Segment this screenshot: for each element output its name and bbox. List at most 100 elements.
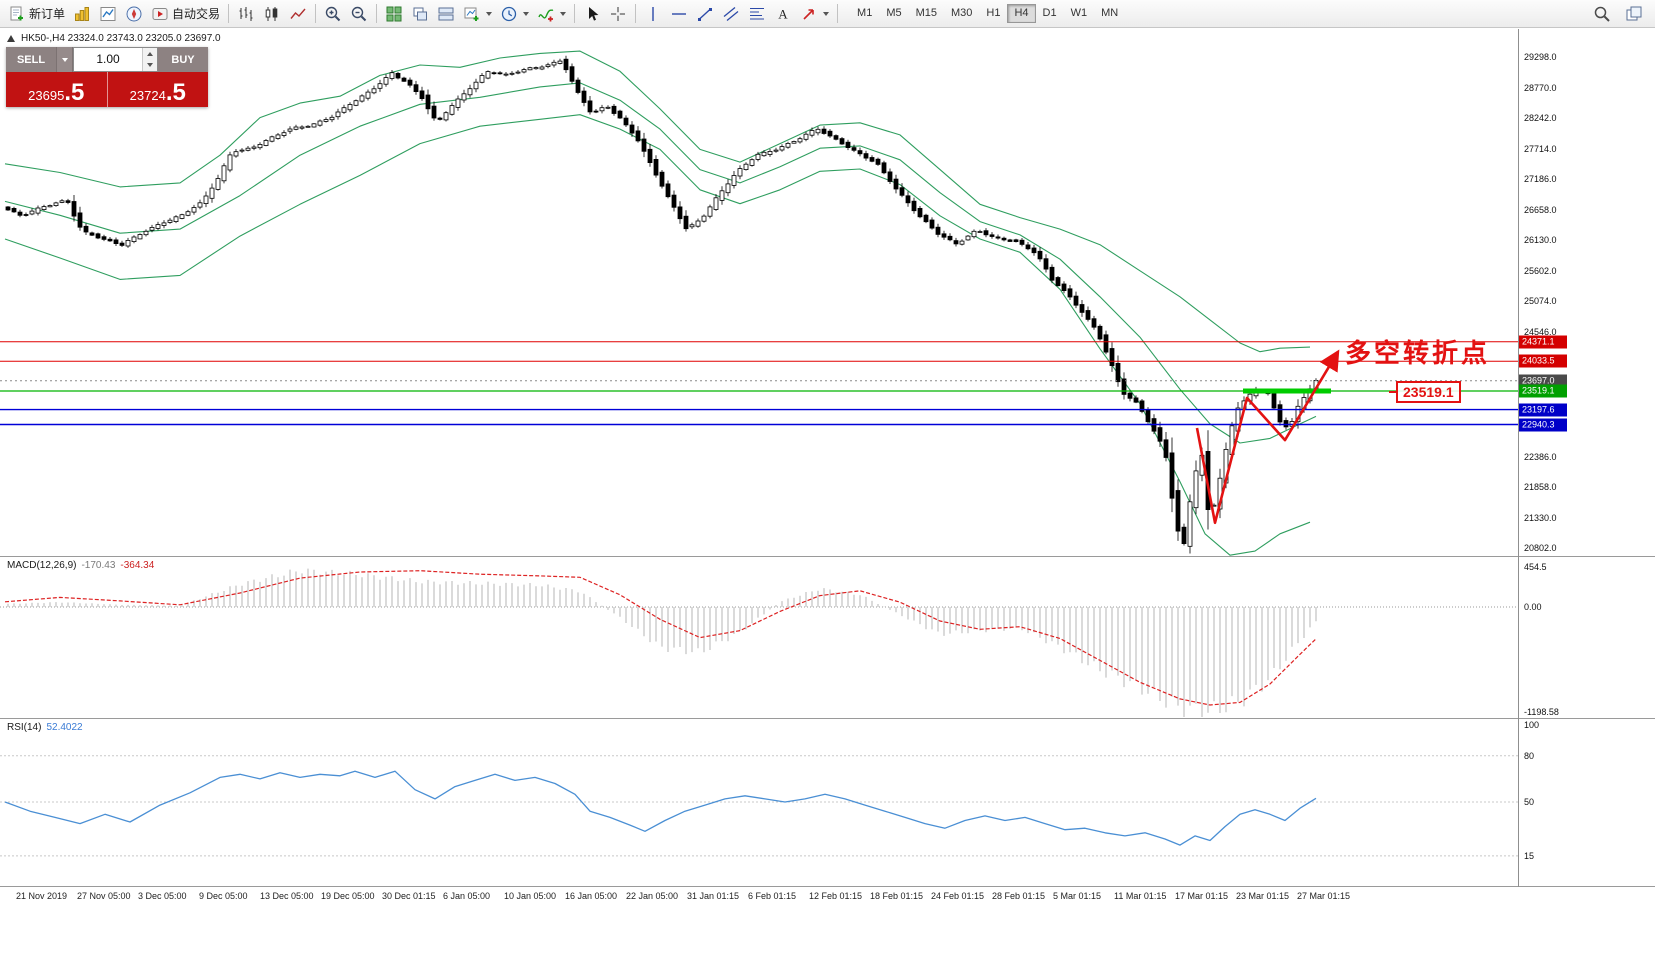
new-chart-button[interactable] [459, 4, 496, 24]
crosshair-icon [609, 5, 627, 23]
macd-axis-label--1198.58: -1198.58 [1524, 706, 1559, 717]
time-axis-label: 27 Nov 05:00 [77, 891, 131, 901]
zoom-out-button[interactable] [346, 4, 372, 24]
toolbar-right-icons [1589, 4, 1651, 24]
price-axis-label-20802.0: 20802.0 [1524, 543, 1557, 554]
candlestick-chart-type-button[interactable] [259, 4, 285, 24]
rsi-indicator-canvas[interactable] [0, 719, 1518, 885]
price-axis-label-27186.0: 27186.0 [1524, 174, 1557, 185]
panel-separator[interactable] [0, 718, 1655, 719]
navigator-button[interactable] [121, 4, 147, 24]
crosshair-tool-button[interactable] [605, 4, 631, 24]
timeframe-m5-button[interactable]: M5 [886, 7, 902, 19]
timeframe-d1-button[interactable]: D1 [1042, 7, 1057, 19]
time-axis-label: 6 Feb 01:15 [748, 891, 797, 901]
search-button[interactable] [1589, 4, 1615, 24]
timeframe-mn-button[interactable]: MN [1101, 7, 1119, 19]
symbol-ohlc-text: HK50-,H4 23324.0 23743.0 23205.0 23697.0 [21, 33, 221, 44]
cascade-windows-button[interactable] [407, 4, 433, 24]
line-chart-type-button[interactable] [285, 4, 311, 24]
time-axis-label: 17 Mar 01:15 [1175, 891, 1229, 901]
price-level-chip-23519.1: 23519.1 [1519, 384, 1567, 398]
sell-price[interactable]: 23695 .5 [6, 72, 108, 107]
rsi-line [4, 770, 1317, 846]
time-axis-label: 21 Nov 2019 [16, 891, 68, 901]
tile-windows-button[interactable] [381, 4, 407, 24]
new-order-button[interactable]: 新订单 [4, 4, 69, 24]
chevron-down-icon [486, 11, 493, 16]
volume-value[interactable]: 1.00 [96, 52, 120, 66]
time-axis-label: 19 Dec 05:00 [321, 891, 375, 901]
periods-button[interactable] [496, 4, 533, 24]
channel-tool-button[interactable] [718, 4, 744, 24]
volume-input[interactable]: 1.00 [73, 47, 158, 72]
zigzag-arrow-annotation [1195, 349, 1340, 525]
price-axis-label-21858.0: 21858.0 [1524, 482, 1557, 493]
price-axis-label-26658.0: 26658.0 [1524, 204, 1557, 215]
time-axis-label: 9 Dec 05:00 [199, 891, 248, 901]
main-chart-canvas[interactable] [0, 29, 1518, 556]
buy-price-small: 23724 [129, 88, 166, 103]
cursor-tool-button[interactable] [579, 4, 605, 24]
candles-icon [263, 5, 281, 23]
macd-indicator-canvas[interactable] [0, 557, 1518, 717]
toolbar-separator [837, 4, 839, 23]
arrow-icon [800, 5, 818, 23]
timeframe-m15-button[interactable]: M15 [915, 7, 937, 19]
market-watch-button[interactable] [95, 4, 121, 24]
timeframe-h4-button[interactable]: H4 [1007, 4, 1036, 23]
price-tag-annotation[interactable]: 23519.1 [1389, 381, 1461, 403]
arrange-windows-button[interactable] [433, 4, 459, 24]
panel-separator[interactable] [0, 556, 1655, 557]
bars-icon [237, 5, 255, 23]
chart-symbol-header: HK50-,H4 23324.0 23743.0 23205.0 23697.0 [7, 33, 221, 44]
price-axis-label-25074.0: 25074.0 [1524, 296, 1557, 307]
text-icon: A [774, 5, 792, 23]
price-level-chip-22940.3: 22940.3 [1519, 418, 1567, 431]
time-axis[interactable]: 21 Nov 2019 27 Nov 05:00 3 Dec 05:00 9 Dec … [0, 887, 1655, 907]
volume-decrease-button[interactable] [143, 59, 157, 71]
zoom-in-icon [324, 5, 342, 23]
fibonacci-tool-button[interactable] [744, 4, 770, 24]
timeframe-m1-button[interactable]: M1 [857, 7, 873, 19]
price-axis-label-21330.0: 21330.0 [1524, 512, 1557, 523]
buy-price-big: .5 [165, 79, 186, 106]
turning-point-annotation[interactable]: 多空转折点 [1345, 338, 1491, 368]
timeframe-w1-button[interactable]: W1 [1070, 7, 1088, 19]
horizontal-line-tool-button[interactable] [666, 4, 692, 24]
bollinger-lower-line [4, 114, 1311, 556]
buy-price[interactable]: 23724 .5 [108, 72, 209, 107]
bar-chart-type-button[interactable] [233, 4, 259, 24]
time-axis-label: 10 Jan 05:00 [504, 891, 557, 901]
charts-button[interactable] [69, 4, 95, 24]
open-windows-button[interactable] [1621, 4, 1647, 24]
trendline-tool-button[interactable] [692, 4, 718, 24]
text-tool-button[interactable]: A [770, 4, 796, 24]
sell-button[interactable]: SELL [6, 47, 56, 72]
toolbar: 新订单 自动交易 A M1 M5 M15 M30 H1 H4 D1 W1 MN [0, 0, 1655, 28]
time-axis-label: 13 Dec 05:00 [260, 891, 314, 901]
timeframe-m30-button[interactable]: M30 [951, 7, 973, 19]
buy-button[interactable]: BUY [158, 47, 208, 72]
price-axis-label-28242.0: 28242.0 [1524, 113, 1557, 123]
price-axis-label-29298.0: 29298.0 [1524, 52, 1557, 62]
timeframe-h1-button[interactable]: H1 [986, 7, 1001, 19]
new-order-button-label: 新订单 [29, 7, 66, 21]
collapse-panel-icon[interactable] [7, 35, 15, 42]
autotrade-button[interactable]: 自动交易 [147, 4, 224, 24]
line-icon [289, 5, 307, 23]
order-type-dropdown[interactable] [56, 47, 73, 72]
volume-increase-button[interactable] [143, 48, 157, 60]
vertical-line-tool-button[interactable] [640, 4, 666, 24]
time-axis-label: 22 Jan 05:00 [626, 891, 679, 901]
sell-price-small: 23695 [28, 88, 65, 103]
chevron-down-icon [523, 11, 530, 16]
arrows-tool-button[interactable] [796, 4, 833, 24]
indicators-button[interactable] [533, 4, 570, 24]
zoom-in-button[interactable] [320, 4, 346, 24]
new-chart-icon [463, 5, 481, 23]
macd-axis-label-454.5: 454.5 [1524, 562, 1547, 573]
one-click-trading-panel: SELL 1.00 BUY 23695 .5 23724 .5 [6, 47, 208, 107]
panel-separator [0, 886, 1655, 887]
bollinger-middle-line [4, 82, 1317, 444]
